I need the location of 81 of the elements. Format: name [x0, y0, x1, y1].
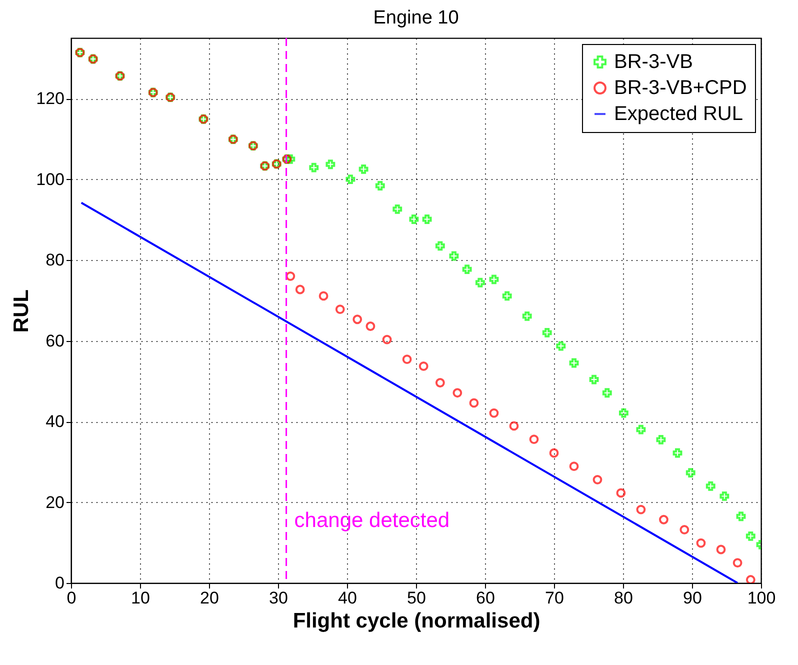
point	[656, 434, 666, 444]
point	[422, 214, 432, 224]
point	[469, 398, 479, 408]
point	[732, 558, 742, 568]
point	[286, 271, 296, 281]
legend-label: BR-3-VB+CPD	[614, 77, 747, 99]
point	[502, 291, 512, 301]
point	[475, 278, 485, 288]
point	[352, 314, 362, 324]
point	[720, 491, 730, 501]
point	[680, 525, 690, 534]
point	[716, 544, 726, 554]
point	[706, 481, 716, 491]
y-tick-label: 60	[46, 331, 64, 350]
chart-title: Engine 10	[373, 7, 459, 28]
point	[542, 328, 552, 338]
x-tick-label: 70	[545, 588, 564, 608]
point	[402, 354, 412, 364]
point	[318, 291, 328, 301]
point	[326, 160, 336, 170]
point	[489, 408, 499, 418]
point	[636, 424, 646, 434]
x-tick-label: 60	[476, 588, 495, 608]
point	[686, 468, 696, 478]
y-tick-label: 100	[36, 170, 64, 189]
point	[452, 388, 462, 398]
point	[549, 448, 559, 458]
point	[659, 514, 668, 524]
point	[435, 241, 445, 251]
point	[618, 408, 628, 418]
x-tick-label: 20	[200, 588, 219, 608]
point	[335, 304, 345, 314]
point	[556, 341, 566, 351]
x-tick-label: 40	[338, 588, 357, 608]
x-tick-label: 30	[269, 588, 288, 608]
point	[449, 251, 459, 261]
point	[509, 421, 519, 431]
y-tick-label: 20	[46, 492, 64, 512]
x-tick-label: 100	[747, 588, 776, 608]
point	[295, 284, 305, 294]
y-tick-label: 120	[36, 89, 64, 108]
point	[592, 474, 602, 484]
point	[435, 378, 445, 388]
point	[746, 575, 756, 583]
point	[696, 538, 706, 548]
point	[392, 204, 402, 214]
x-tick-label: 50	[407, 588, 426, 608]
x-tick-label: 10	[131, 588, 150, 608]
x-tick-label: 80	[614, 588, 633, 608]
ref-line-label: change detected	[294, 509, 450, 532]
point	[418, 362, 428, 371]
point	[375, 181, 385, 190]
point	[382, 334, 392, 344]
x-tick-label: 0	[66, 588, 76, 608]
legend-label: Expected RUL	[614, 103, 743, 125]
y-tick-label: 0	[55, 574, 64, 592]
point	[366, 322, 376, 331]
point	[569, 358, 579, 368]
point	[602, 388, 612, 398]
x-tick-label: 90	[683, 588, 702, 608]
point	[736, 512, 746, 522]
point	[522, 311, 532, 321]
point	[286, 154, 296, 164]
point	[636, 504, 646, 514]
point	[346, 174, 356, 184]
y-axis-title: RUL	[10, 289, 34, 333]
point	[569, 462, 579, 472]
point	[672, 448, 682, 458]
legend-label: BR-3-VB	[614, 51, 693, 73]
point	[489, 274, 499, 284]
y-tick-label: 80	[46, 250, 64, 270]
point	[309, 162, 319, 172]
point	[409, 214, 419, 224]
point	[589, 374, 599, 384]
point	[529, 434, 539, 444]
x-axis-title: Flight cycle (normalised)	[292, 610, 540, 632]
point	[358, 164, 368, 174]
point	[616, 488, 626, 498]
point	[746, 531, 756, 541]
y-tick-label: 40	[46, 412, 64, 432]
point	[462, 264, 472, 274]
